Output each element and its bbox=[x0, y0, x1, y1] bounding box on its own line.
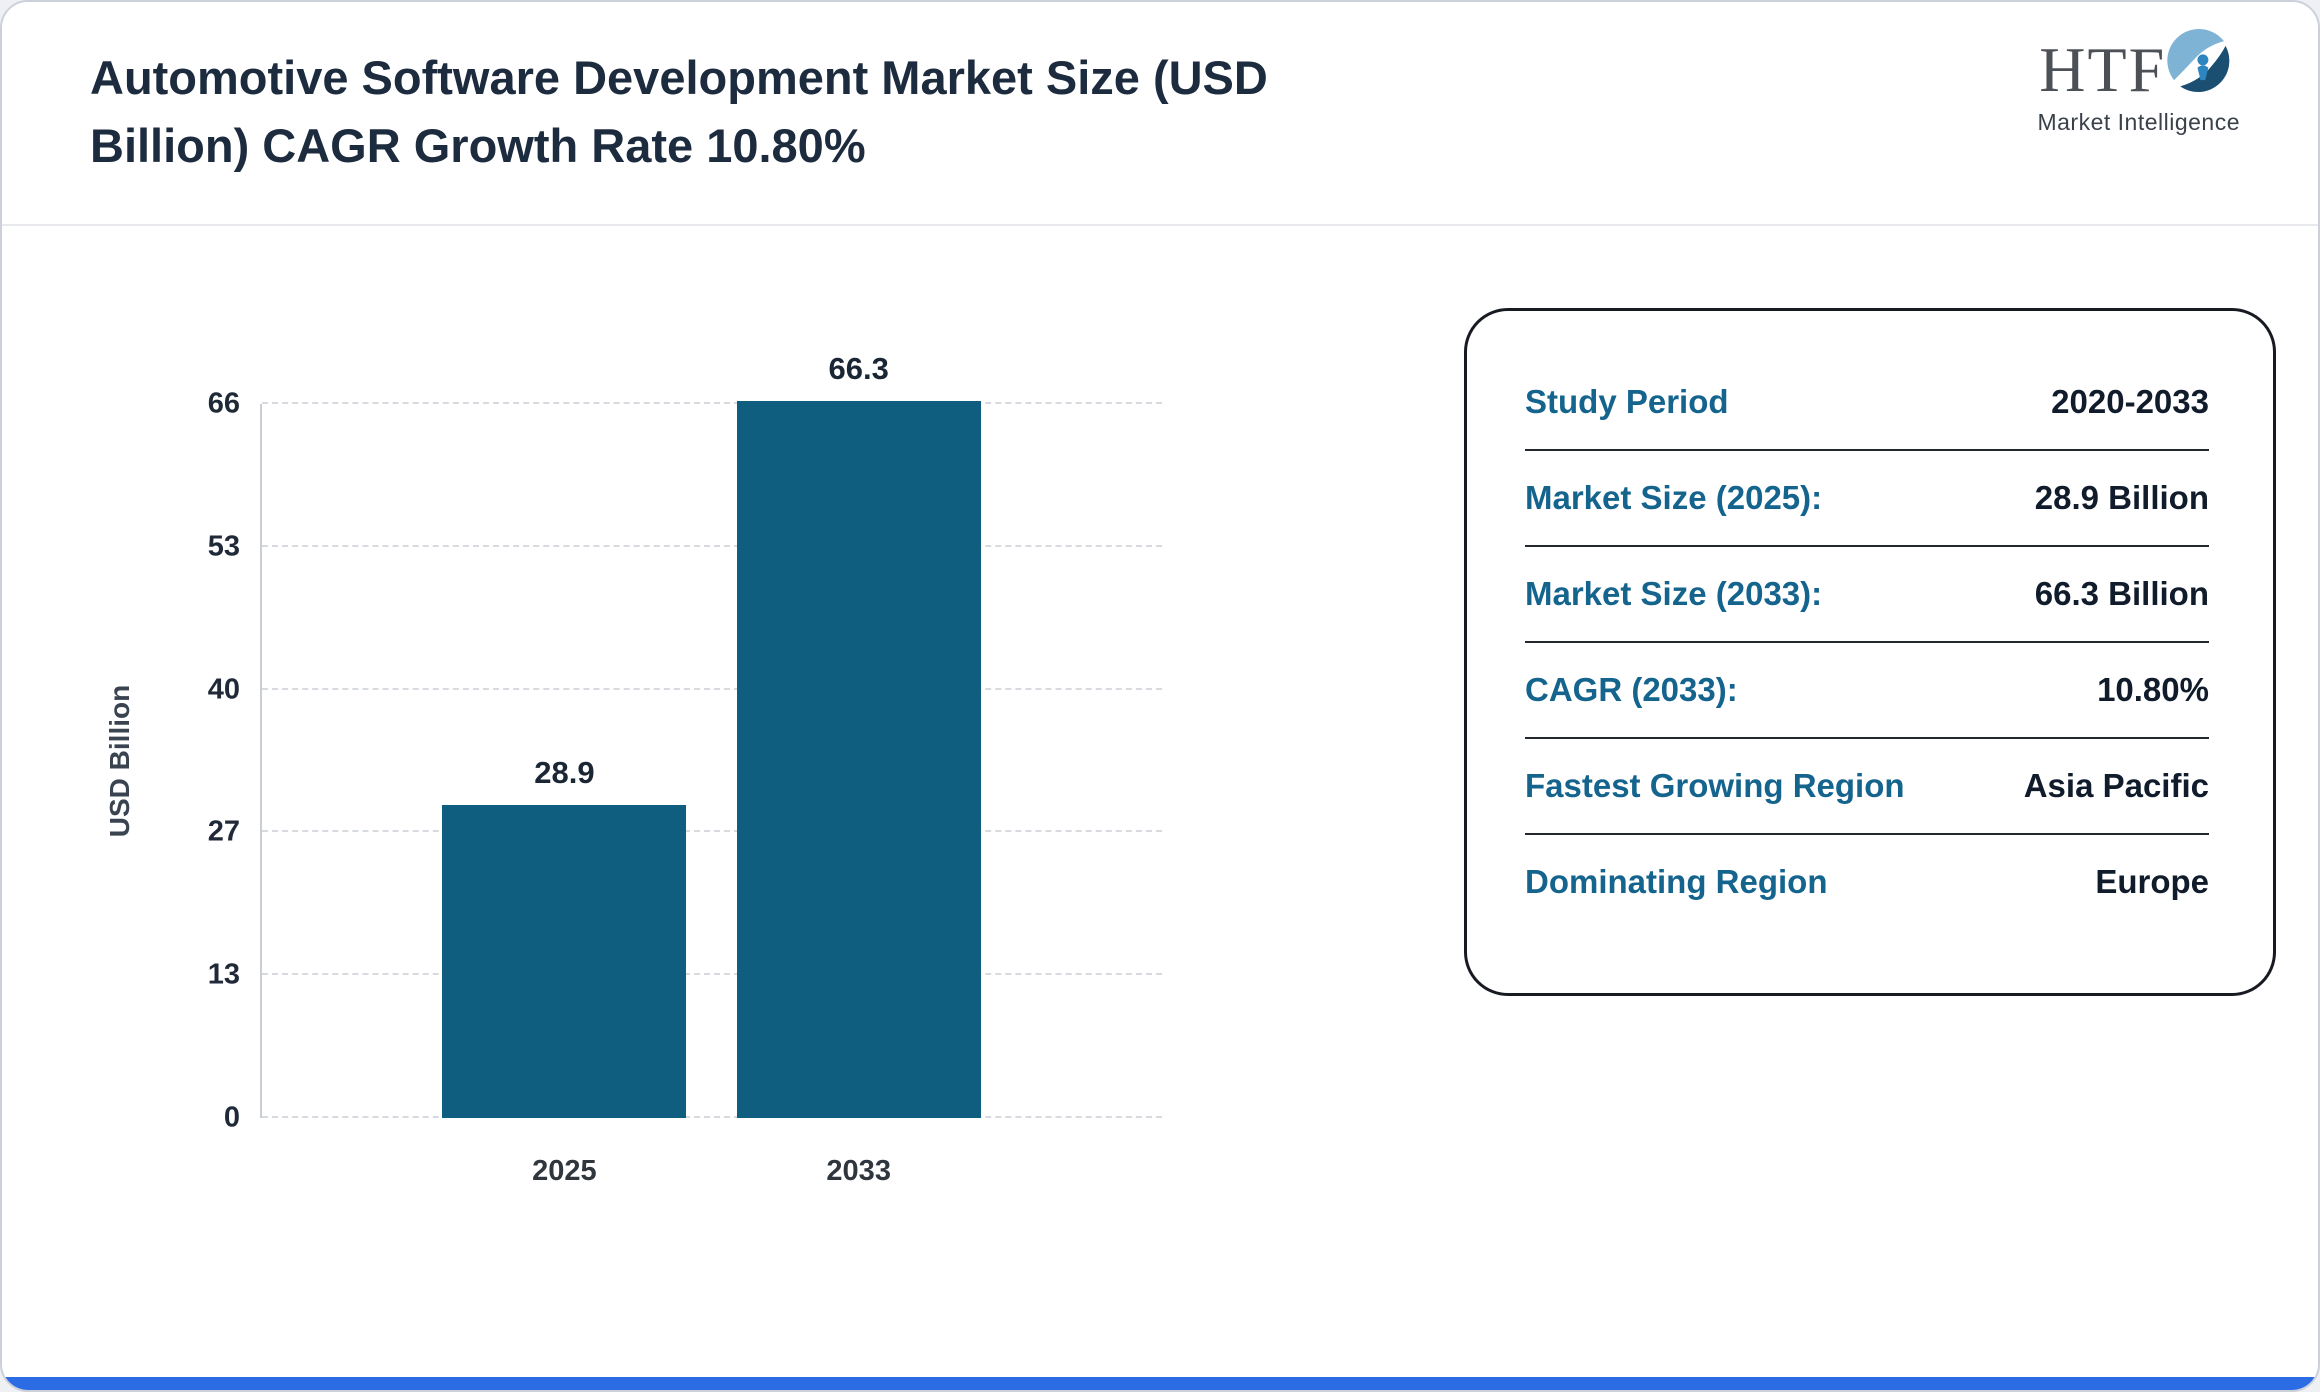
row-value: Asia Pacific bbox=[2023, 767, 2209, 804]
row-label: Study Period bbox=[1525, 383, 1729, 420]
bar-value-label: 66.3 bbox=[828, 350, 889, 386]
divider bbox=[1525, 833, 2209, 835]
bar-2025: 28.9 bbox=[442, 755, 687, 1118]
row-label: Dominating Region bbox=[1525, 863, 1828, 900]
y-tick-label: 53 bbox=[207, 530, 240, 563]
gridline bbox=[262, 830, 1162, 833]
gridline bbox=[262, 687, 1162, 690]
divider bbox=[1525, 545, 2209, 547]
page-title: Automotive Software Development Market S… bbox=[90, 51, 1268, 173]
bar-value-label: 28.9 bbox=[534, 755, 595, 791]
gridline bbox=[262, 973, 1162, 976]
row-label: Fastest Growing Region bbox=[1525, 767, 1905, 804]
gridline bbox=[262, 1116, 1162, 1118]
gridline bbox=[262, 402, 1162, 404]
y-axis-title: USD Billion bbox=[104, 684, 135, 838]
summary-row-fastest-growing-region: Fastest Growing Region Asia Pacific bbox=[1525, 739, 2209, 833]
row-value: 10.80% bbox=[2097, 671, 2209, 708]
y-tick-label: 0 bbox=[223, 1101, 240, 1134]
summary-row-dominating-region: Dominating Region Europe bbox=[1525, 835, 2209, 929]
market-summary-card: Study Period 2020-2033 Market Size (2025… bbox=[1464, 308, 2276, 996]
y-tick-label: 27 bbox=[207, 815, 240, 848]
logo-mark: HTF bbox=[2037, 28, 2240, 107]
row-value: Europe bbox=[2095, 863, 2209, 900]
x-tick-label: 2033 bbox=[826, 1155, 891, 1187]
x-tick-label: 2025 bbox=[532, 1155, 597, 1187]
divider bbox=[1525, 449, 2209, 451]
summary-row-market-size-2025: Market Size (2025): 28.9 Billion bbox=[1525, 451, 2209, 545]
swirl-icon bbox=[2160, 24, 2238, 107]
logo-text: HTF bbox=[2039, 33, 2167, 105]
bar-2033: 66.3 bbox=[736, 351, 981, 1118]
htf-logo: HTF Market Intelligence bbox=[2037, 28, 2240, 136]
plot-area: 0 13 27 40 53 66 28.9 2025 66.3 2033 bbox=[208, 351, 1162, 1187]
logo-subtitle: Market Intelligence bbox=[2037, 109, 2240, 135]
y-tick-label: 66 bbox=[207, 387, 240, 420]
header: Automotive Software Development Market S… bbox=[2, 2, 2318, 226]
divider bbox=[1525, 641, 2209, 643]
row-label: Market Size (2025): bbox=[1525, 479, 1823, 516]
row-value: 2020-2033 bbox=[2051, 383, 2209, 420]
gridline bbox=[262, 544, 1162, 547]
summary-row-study-period: Study Period 2020-2033 bbox=[1525, 355, 2209, 449]
y-tick-label: 13 bbox=[207, 958, 240, 991]
y-tick-label: 40 bbox=[207, 673, 240, 706]
row-value: 28.9 Billion bbox=[2034, 479, 2209, 516]
row-label: CAGR (2033): bbox=[1525, 671, 1738, 708]
summary-row-market-size-2033: Market Size (2033): 66.3 Billion bbox=[1525, 547, 2209, 641]
row-label: Market Size (2033): bbox=[1525, 575, 1823, 612]
bottom-accent-bar bbox=[2, 1377, 2318, 1390]
row-value: 66.3 Billion bbox=[2034, 575, 2209, 612]
divider bbox=[1525, 737, 2209, 739]
summary-row-cagr: CAGR (2033): 10.80% bbox=[1525, 643, 2209, 737]
